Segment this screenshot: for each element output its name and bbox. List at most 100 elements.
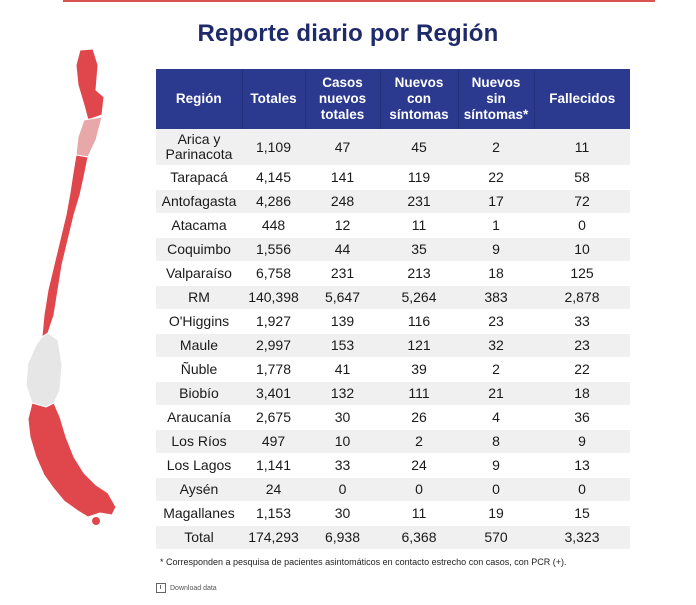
cell-casos-nuevos-totales: 47	[305, 129, 380, 166]
table-row: Los Lagos 1,141 33 24 9 13	[156, 453, 630, 478]
cell-casos-nuevos-totales: 0	[305, 477, 380, 502]
column-header-nuevos-con-sintomas: Nuevos con síntomas	[380, 69, 459, 129]
cell-casos-nuevos-totales: 12	[305, 213, 380, 238]
cell-casos-nuevos-totales: 231	[305, 261, 380, 286]
cell-region: Antofagasta	[156, 189, 242, 214]
table-row: Arica y Parinacota 1,109 47 45 2 11	[156, 129, 630, 166]
cell-totales: 1,109	[242, 129, 305, 166]
cell-totales: 6,758	[242, 261, 305, 286]
cell-totales: 24	[242, 477, 305, 502]
cell-casos-nuevos-totales: 248	[305, 189, 380, 214]
cell-nuevos-sin-sintomas: 1	[458, 213, 534, 238]
cell-nuevos-con-sintomas: 119	[380, 165, 458, 190]
cell-fallecidos: 18	[534, 381, 630, 406]
cell-totales: 2,675	[242, 405, 305, 430]
cell-fallecidos: 23	[534, 333, 630, 358]
table-row: Maule 2,997 153 121 32 23	[156, 333, 630, 358]
column-header-nuevos-sin-sintomas: Nuevos sin síntomas*	[458, 69, 535, 129]
cell-nuevos-con-sintomas: 6,368	[380, 525, 458, 550]
table-row: Tarapacá 4,145 141 119 22 58	[156, 165, 630, 190]
cell-totales: 140,398	[242, 285, 305, 310]
cell-region: Magallanes	[156, 501, 242, 526]
cell-totales: 4,286	[242, 189, 305, 214]
cell-nuevos-sin-sintomas: 8	[458, 429, 534, 454]
cell-nuevos-sin-sintomas: 32	[458, 333, 534, 358]
cell-casos-nuevos-totales: 153	[305, 333, 380, 358]
cell-casos-nuevos-totales: 6,938	[305, 525, 380, 550]
cell-nuevos-sin-sintomas: 23	[458, 309, 534, 334]
cell-totales: 1,778	[242, 357, 305, 382]
cell-totales: 2,997	[242, 333, 305, 358]
cell-region: Arica y Parinacota	[156, 129, 242, 166]
cell-region: Araucanía	[156, 405, 242, 430]
cell-fallecidos: 33	[534, 309, 630, 334]
page-title: Reporte diario por Región	[197, 20, 499, 47]
regional-report-table: Región Totales Casos nuevos totales Nuev…	[156, 69, 630, 550]
chile-regions-map-icon	[25, 48, 117, 525]
cell-nuevos-con-sintomas: 35	[380, 237, 458, 262]
cell-casos-nuevos-totales: 10	[305, 429, 380, 454]
cell-region: Aysén	[156, 477, 242, 502]
cell-region: Los Lagos	[156, 453, 242, 478]
cell-casos-nuevos-totales: 44	[305, 237, 380, 262]
cell-nuevos-con-sintomas: 11	[380, 501, 458, 526]
table-header-row: Región Totales Casos nuevos totales Nuev…	[156, 69, 630, 129]
download-data-label: Download data	[170, 584, 217, 592]
cell-fallecidos: 9	[534, 429, 630, 454]
table-row: Coquimbo 1,556 44 35 9 10	[156, 237, 630, 262]
cell-region: Ñuble	[156, 357, 242, 382]
table-row: Aysén 24 0 0 0 0	[156, 477, 630, 502]
column-header-region: Región	[156, 69, 243, 129]
cell-nuevos-con-sintomas: 231	[380, 189, 458, 214]
cell-region: O'Higgins	[156, 309, 242, 334]
cell-fallecidos: 125	[534, 261, 630, 286]
cell-casos-nuevos-totales: 30	[305, 405, 380, 430]
cell-region: Atacama	[156, 213, 242, 238]
cell-fallecidos: 0	[534, 213, 630, 238]
download-icon	[156, 583, 166, 593]
cell-nuevos-sin-sintomas: 2	[458, 129, 534, 166]
cell-casos-nuevos-totales: 132	[305, 381, 380, 406]
cell-nuevos-con-sintomas: 116	[380, 309, 458, 334]
table-row: Los Ríos 497 10 2 8 9	[156, 429, 630, 454]
table-row: Magallanes 1,153 30 11 19 15	[156, 501, 630, 526]
cell-fallecidos: 72	[534, 189, 630, 214]
cell-fallecidos: 58	[534, 165, 630, 190]
cell-region: Valparaíso	[156, 261, 242, 286]
table-footnote: * Corresponden a pesquisa de pacientes a…	[160, 557, 567, 567]
cell-region: Tarapacá	[156, 165, 242, 190]
cell-region: Biobío	[156, 381, 242, 406]
table-row: Ñuble 1,778 41 39 2 22	[156, 357, 630, 382]
cell-totales: 1,141	[242, 453, 305, 478]
table-row: Antofagasta 4,286 248 231 17 72	[156, 189, 630, 214]
download-data-link[interactable]: Download data	[156, 583, 217, 593]
column-header-casos-nuevos-totales: Casos nuevos totales	[305, 69, 381, 129]
table-row: Biobío 3,401 132 111 21 18	[156, 381, 630, 406]
cell-nuevos-sin-sintomas: 9	[458, 237, 534, 262]
cell-nuevos-sin-sintomas: 21	[458, 381, 534, 406]
cell-casos-nuevos-totales: 5,647	[305, 285, 380, 310]
cell-fallecidos: 36	[534, 405, 630, 430]
table-row: O'Higgins 1,927 139 116 23 33	[156, 309, 630, 334]
table-row: Atacama 448 12 11 1 0	[156, 213, 630, 238]
cell-region: Total	[156, 525, 242, 550]
cell-totales: 448	[242, 213, 305, 238]
cell-nuevos-con-sintomas: 111	[380, 381, 458, 406]
cell-fallecidos: 2,878	[534, 285, 630, 310]
cell-nuevos-con-sintomas: 39	[380, 357, 458, 382]
cell-region: RM	[156, 285, 242, 310]
cell-fallecidos: 11	[534, 129, 630, 166]
cell-totales: 4,145	[242, 165, 305, 190]
cell-totales: 1,556	[242, 237, 305, 262]
cell-nuevos-sin-sintomas: 22	[458, 165, 534, 190]
cell-nuevos-sin-sintomas: 4	[458, 405, 534, 430]
cell-fallecidos: 13	[534, 453, 630, 478]
cell-region: Maule	[156, 333, 242, 358]
cell-nuevos-con-sintomas: 11	[380, 213, 458, 238]
cell-nuevos-sin-sintomas: 19	[458, 501, 534, 526]
cell-nuevos-sin-sintomas: 570	[458, 525, 534, 550]
cell-nuevos-con-sintomas: 0	[380, 477, 458, 502]
cell-fallecidos: 3,323	[534, 525, 630, 550]
column-header-fallecidos: Fallecidos	[534, 69, 630, 129]
cell-nuevos-con-sintomas: 213	[380, 261, 458, 286]
